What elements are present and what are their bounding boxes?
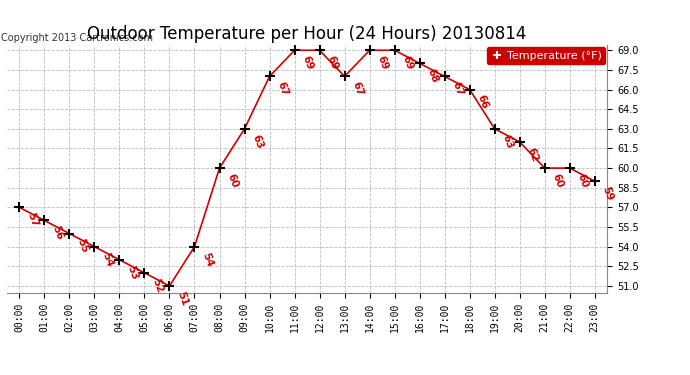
Title: Outdoor Temperature per Hour (24 Hours) 20130814: Outdoor Temperature per Hour (24 Hours) … [88, 26, 526, 44]
Text: 53: 53 [125, 264, 139, 281]
Text: Copyright 2013 Cartronics.com: Copyright 2013 Cartronics.com [1, 33, 153, 42]
Text: 62: 62 [525, 146, 540, 163]
Text: 51: 51 [175, 290, 189, 307]
Text: 68: 68 [425, 68, 440, 84]
Text: 55: 55 [75, 238, 89, 255]
Text: 66: 66 [475, 94, 489, 111]
Text: 57: 57 [25, 211, 39, 229]
Text: 69: 69 [400, 54, 415, 71]
Text: 69: 69 [325, 54, 339, 71]
Text: 60: 60 [550, 172, 564, 189]
Text: 69: 69 [375, 54, 389, 71]
Text: 52: 52 [150, 277, 164, 294]
Text: 54: 54 [200, 251, 215, 268]
Text: 69: 69 [300, 54, 315, 71]
Text: 60: 60 [225, 172, 239, 189]
Text: 67: 67 [275, 81, 290, 98]
Text: 63: 63 [250, 133, 264, 150]
Text: 56: 56 [50, 225, 64, 242]
Text: 67: 67 [450, 81, 464, 98]
Text: 59: 59 [600, 185, 615, 202]
Text: 54: 54 [100, 251, 115, 268]
Text: 67: 67 [350, 81, 364, 98]
Text: 63: 63 [500, 133, 515, 150]
Legend: Temperature (°F): Temperature (°F) [486, 47, 605, 64]
Text: 60: 60 [575, 172, 589, 189]
